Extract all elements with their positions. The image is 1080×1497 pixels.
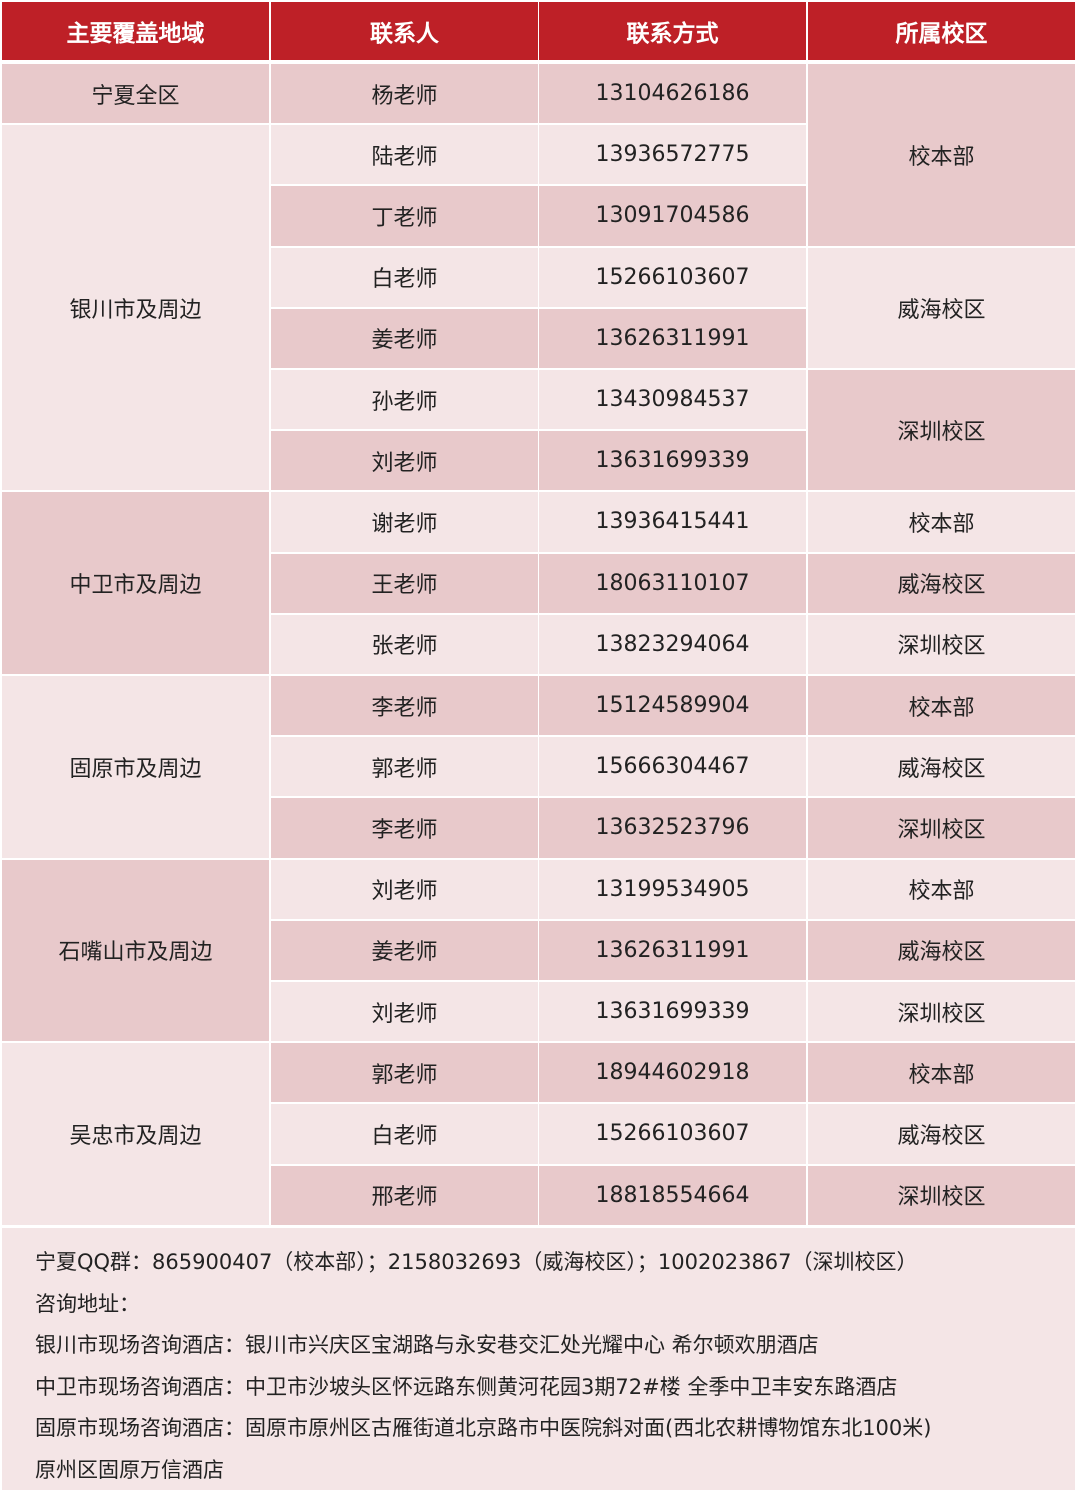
contact-name-cell: 邢老师 [271, 1165, 538, 1225]
yinchuan-address: 银川市现场咨询酒店：银川市兴庆区宝湖路与永安巷交汇处光耀中心 希尔顿欢朋酒店 [35, 1333, 819, 1358]
region-cell: 吴忠市及周边 [2, 1043, 269, 1225]
contact-phone-cell: 13430984537 [539, 370, 806, 430]
contact-name-cell: 郭老师 [271, 1043, 538, 1103]
contact-phone-cell: 13936572775 [539, 125, 806, 185]
column-header: 联系人 [271, 2, 538, 60]
contact-name-cell: 李老师 [271, 676, 538, 736]
contact-phone-cell: 15266103607 [539, 247, 806, 307]
contact-name-cell: 孙老师 [271, 370, 538, 430]
guyuan-address-cont: 原州区固原万信酒店 [35, 1457, 224, 1482]
campus-cell: 威海校区 [808, 737, 1075, 797]
contact-name-cell: 李老师 [271, 798, 538, 858]
contact-name-cell: 张老师 [271, 614, 538, 674]
campus-cell: 深圳校区 [808, 982, 1075, 1042]
campus-cell: 威海校区 [808, 1104, 1075, 1164]
contact-phone-cell: 13626311991 [539, 920, 806, 980]
campus-cell: 深圳校区 [808, 370, 1075, 491]
contact-phone-cell: 18818554664 [539, 1165, 806, 1225]
contact-name-cell: 杨老师 [271, 64, 538, 124]
footer-notes: 宁夏QQ群：865900407（校本部）；2158032693（威海校区）；10… [2, 1228, 1075, 1490]
contact-name-cell: 白老师 [271, 247, 538, 307]
contact-phone-cell: 13936415441 [539, 492, 806, 552]
contact-phone-cell: 18063110107 [539, 553, 806, 613]
address-label: 咨询地址： [35, 1291, 140, 1316]
campus-cell: 校本部 [808, 492, 1075, 552]
contact-phone-cell: 13823294064 [539, 614, 806, 674]
contact-phone-cell: 18944602918 [539, 1043, 806, 1103]
column-header: 联系方式 [539, 2, 806, 60]
campus-cell: 校本部 [808, 64, 1075, 246]
contact-name-cell: 白老师 [271, 1104, 538, 1164]
contact-name-cell: 刘老师 [271, 982, 538, 1042]
qq-groups: 宁夏QQ群：865900407（校本部）；2158032693（威海校区）；10… [35, 1250, 918, 1274]
contact-name-cell: 刘老师 [271, 431, 538, 491]
contact-name-cell: 姜老师 [271, 308, 538, 368]
contact-name-cell: 姜老师 [271, 920, 538, 980]
campus-cell: 威海校区 [808, 247, 1075, 368]
campus-cell: 深圳校区 [808, 798, 1075, 858]
region-cell: 中卫市及周边 [2, 492, 269, 674]
contact-phone-cell: 13631699339 [539, 982, 806, 1042]
contact-name-cell: 谢老师 [271, 492, 538, 552]
column-header: 所属校区 [808, 2, 1075, 60]
campus-cell: 深圳校区 [808, 1165, 1075, 1225]
contact-phone-cell: 13091704586 [539, 186, 806, 246]
contact-name-cell: 陆老师 [271, 125, 538, 185]
region-cell: 固原市及周边 [2, 676, 269, 858]
contact-phone-cell: 15124589904 [539, 676, 806, 736]
contact-name-cell: 王老师 [271, 553, 538, 613]
contact-phone-cell: 13104626186 [539, 64, 806, 124]
zhongwei-address: 中卫市现场咨询酒店：中卫市沙坡头区怀远路东侧黄河花园3期72#楼 全季中卫丰安东… [35, 1374, 898, 1399]
region-cell: 银川市及周边 [2, 125, 269, 491]
contact-name-cell: 丁老师 [271, 186, 538, 246]
campus-cell: 威海校区 [808, 553, 1075, 613]
guyuan-address: 固原市现场咨询酒店：固原市原州区古雁街道北京路市中医院斜对面(西北农耕博物馆东北… [35, 1416, 932, 1441]
contact-name-cell: 郭老师 [271, 737, 538, 797]
contact-name-cell: 刘老师 [271, 859, 538, 919]
region-cell: 宁夏全区 [2, 64, 269, 124]
region-cell: 石嘴山市及周边 [2, 859, 269, 1042]
campus-cell: 校本部 [808, 676, 1075, 736]
campus-cell: 威海校区 [808, 920, 1075, 980]
column-header: 主要覆盖地域 [2, 2, 269, 60]
contact-phone-cell: 13626311991 [539, 308, 806, 368]
contact-phone-cell: 13632523796 [539, 798, 806, 858]
contact-phone-cell: 13199534905 [539, 859, 806, 919]
contact-phone-cell: 13631699339 [539, 431, 806, 491]
contact-phone-cell: 15266103607 [539, 1104, 806, 1164]
contact-phone-cell: 15666304467 [539, 737, 806, 797]
campus-cell: 校本部 [808, 1043, 1075, 1103]
campus-cell: 深圳校区 [808, 614, 1075, 674]
campus-cell: 校本部 [808, 859, 1075, 919]
